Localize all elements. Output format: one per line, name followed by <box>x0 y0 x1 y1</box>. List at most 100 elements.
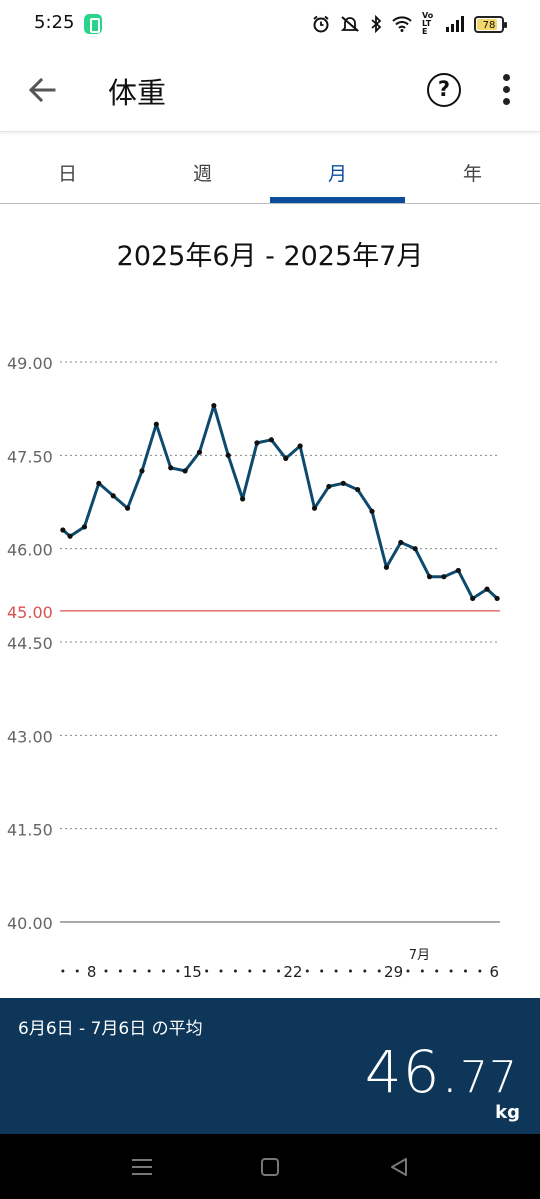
bluetooth-icon <box>371 15 382 33</box>
x-axis-dot <box>147 969 151 973</box>
weight-data-point <box>369 508 375 514</box>
status-bar: 5:25 Vo LTE 78 <box>0 0 540 48</box>
x-axis-dot <box>435 969 439 973</box>
app-bar: 体重 ? <box>0 48 540 132</box>
weight-data-point <box>311 505 318 511</box>
average-value-dot: . <box>440 1038 460 1106</box>
app-notification-icon <box>84 14 102 34</box>
more-vert-icon <box>503 74 510 81</box>
weight-data-point <box>96 480 102 486</box>
tab-month[interactable]: 月 <box>270 140 405 203</box>
average-value-int: 46 <box>364 1038 441 1106</box>
weight-data-point <box>455 567 461 574</box>
average-summary: 6月6日 - 7月6日 の平均 46.77 kg <box>0 998 540 1134</box>
weight-line-chart: 49.00 47.50 46.00 45.00 44.50 43.00 41.50 40.00… <box>7 354 500 981</box>
arrow-left-icon <box>28 77 56 103</box>
back-button[interactable] <box>22 70 62 110</box>
weight-data-point <box>196 449 203 455</box>
y-tick-label: 43.00 <box>7 727 53 746</box>
average-unit: kg <box>495 1102 520 1123</box>
weight-data-point <box>297 443 303 449</box>
weight-data-point <box>441 574 447 580</box>
tab-week[interactable]: 週 <box>192 163 212 185</box>
wifi-icon <box>392 16 412 32</box>
x-axis-dot <box>133 969 137 973</box>
x-axis-dot <box>377 969 381 973</box>
x-axis-dot <box>320 969 324 973</box>
x-axis-dot <box>219 969 223 973</box>
period-tabs: 日 週 月 年 <box>0 140 540 204</box>
weight-data-point <box>110 493 116 499</box>
weight-data-point <box>67 533 73 539</box>
status-icons: Vo LTE 78 <box>312 11 507 36</box>
menu-icon[interactable] <box>129 1154 155 1180</box>
x-axis-dot <box>478 969 482 973</box>
weight-data-point <box>326 483 332 490</box>
volte-icon: Vo LTE <box>422 11 434 36</box>
x-axis-dot <box>334 969 338 973</box>
x-axis-dot <box>262 969 266 973</box>
weight-data-point <box>168 465 174 471</box>
x-axis-dot <box>348 969 352 973</box>
page-title: 体重 <box>108 76 167 110</box>
x-axis-dot <box>233 969 237 973</box>
x-tick-label: 22 <box>283 963 302 981</box>
x-tick-label: 8 <box>87 963 97 981</box>
y-tick-label: 49.00 <box>7 354 53 373</box>
weight-data-point <box>494 595 500 602</box>
system-nav-bar <box>0 1134 540 1199</box>
x-tick-label: 15 <box>183 963 202 981</box>
status-time: 5:25 <box>34 12 75 33</box>
tab-day[interactable]: 日 <box>57 163 77 185</box>
weight-data-point <box>124 505 131 511</box>
home-square-icon[interactable] <box>257 1154 283 1180</box>
x-axis-dot <box>449 969 453 973</box>
x-axis-dot <box>305 969 309 973</box>
x-axis-dot <box>61 969 65 973</box>
weight-series-line <box>61 404 499 600</box>
weight-data-point <box>139 468 145 474</box>
weight-data-point <box>211 402 217 409</box>
signal-icon <box>446 16 464 32</box>
x-axis-dot <box>248 969 252 973</box>
weight-data-point <box>412 546 418 552</box>
weight-data-point <box>398 539 404 546</box>
month-marker-label: 7月 <box>409 948 430 963</box>
weight-data-point <box>81 524 88 530</box>
weight-data-point <box>153 421 159 427</box>
battery-icon: 78 <box>474 15 507 33</box>
weight-data-point <box>383 564 390 570</box>
y-tick-label: 44.50 <box>7 634 53 653</box>
weight-data-point <box>225 452 231 458</box>
weight-data-point <box>254 440 260 446</box>
x-axis-dot <box>463 969 467 973</box>
tab-year[interactable]: 年 <box>462 163 482 185</box>
x-axis-dot <box>104 969 108 973</box>
weight-data-point <box>60 527 66 533</box>
weight-data-point <box>268 437 274 443</box>
y-tick-label: 46.00 <box>7 541 53 560</box>
x-axis-dot <box>420 969 424 973</box>
x-tick-label: 29 <box>384 963 403 981</box>
more-options-button[interactable] <box>496 72 518 108</box>
weight-data-point <box>340 480 346 486</box>
average-value: 46.77 <box>365 1038 518 1106</box>
battery-level: 78 <box>482 19 496 31</box>
weight-data-point <box>426 574 433 580</box>
target-weight-label: 45.00 <box>7 603 53 622</box>
average-value-dec: 77 <box>460 1052 518 1103</box>
alarm-icon <box>313 15 329 33</box>
average-label: 6月6日 - 7月6日 の平均 <box>18 1019 203 1039</box>
x-axis-dot <box>176 969 180 973</box>
x-axis-dot <box>277 969 281 973</box>
y-tick-label: 40.00 <box>7 914 53 933</box>
x-axis-dot <box>118 969 122 973</box>
weight-data-point <box>283 455 289 462</box>
weight-data-point <box>240 496 246 502</box>
back-triangle-icon[interactable] <box>386 1154 412 1180</box>
help-button[interactable]: ? <box>427 73 461 107</box>
x-axis-dot <box>205 969 209 973</box>
weight-data-point <box>182 468 188 474</box>
help-icon: ? <box>437 77 451 101</box>
y-tick-label: 41.50 <box>7 821 53 840</box>
